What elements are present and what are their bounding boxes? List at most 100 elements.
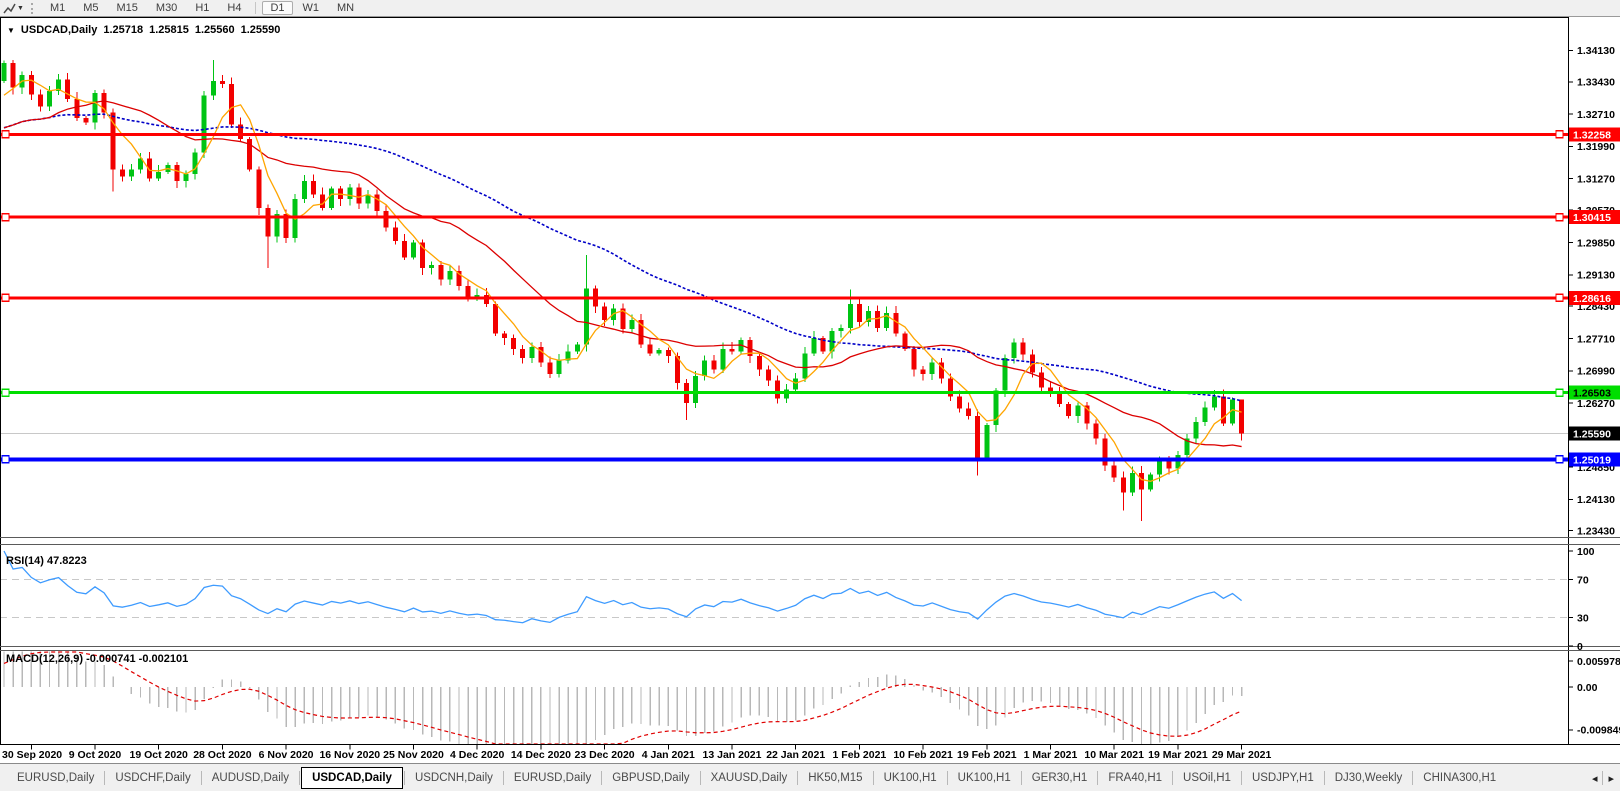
tab-divider (872, 770, 874, 785)
symbol-tab-eurusd-daily[interactable]: EURUSD,Daily (513, 771, 592, 784)
svg-text:0: 0 (1577, 641, 1583, 653)
symbol-tab-audusd-daily[interactable]: AUDUSD,Daily (211, 771, 290, 784)
toolbar-separator (255, 2, 257, 14)
svg-text:1.26990: 1.26990 (1577, 366, 1615, 378)
svg-text:16 Nov 2020: 16 Nov 2020 (319, 749, 380, 761)
symbol-tab-usdchf-daily[interactable]: USDCHF,Daily (115, 771, 191, 784)
svg-text:9 Oct 2020: 9 Oct 2020 (69, 749, 122, 761)
timeframe-h1-button[interactable]: H1 (187, 1, 217, 15)
quote-close: 1.25590 (240, 24, 281, 36)
svg-text:100: 100 (1577, 546, 1595, 558)
timeframe-m5-button[interactable]: M5 (75, 1, 106, 15)
symbol-tab-usdcad-daily[interactable]: USDCAD,Daily (301, 766, 403, 789)
timeframe-m30-button[interactable]: M30 (148, 1, 185, 15)
symbol-tabs: EURUSD,Daily USDCHF,Daily AUDUSD,Daily USDC… (0, 766, 1505, 789)
chart-title: ▼ USDCAD,Daily 1.25718 1.25815 1.25560 1… (7, 24, 280, 36)
symbol-tab-xauusd-daily[interactable]: XAUUSD,Daily (710, 771, 788, 784)
tabs-scroll-left-button[interactable]: ◂ (1591, 772, 1598, 785)
svg-text:22 Jan 2021: 22 Jan 2021 (766, 749, 825, 761)
symbol-tab-usdjpy-h1[interactable]: USDJPY,H1 (1251, 771, 1314, 784)
symbol-tab-ger30-h1[interactable]: GER30,H1 (1031, 771, 1088, 784)
svg-text:19 Oct 2020: 19 Oct 2020 (130, 749, 189, 761)
svg-text:13 Jan 2021: 13 Jan 2021 (703, 749, 762, 761)
svg-text:1.31990: 1.31990 (1577, 141, 1615, 153)
svg-text:0.00: 0.00 (1577, 682, 1598, 694)
toolbar-grip[interactable] (30, 2, 35, 14)
symbol-tab-eurusd-daily[interactable]: EURUSD,Daily (17, 771, 95, 784)
symbol-tab-hk50-m15[interactable]: HK50,M15 (808, 771, 863, 784)
tab-divider (1412, 770, 1414, 785)
symbol-tab-uk100-h1[interactable]: UK100,H1 (957, 771, 1011, 784)
tab-divider (601, 770, 603, 785)
crosshair-tool-icon[interactable] (3, 2, 16, 14)
macd-label: MACD(12,26,9) -0.000741 -0.002101 (6, 653, 189, 665)
timeframe-h4-button[interactable]: H4 (219, 1, 249, 15)
svg-text:1.32258: 1.32258 (1573, 129, 1611, 141)
dropdown-caret-icon[interactable]: ▼ (17, 4, 24, 12)
timeframe-m15-button[interactable]: M15 (109, 1, 146, 15)
tab-divider (200, 770, 202, 785)
symbol-tab-china300-h1[interactable]: CHINA300,H1 (1423, 771, 1497, 784)
symbol-tab-gbpusd-daily[interactable]: GBPUSD,Daily (612, 771, 690, 784)
svg-text:28 Oct 2020: 28 Oct 2020 (193, 749, 252, 761)
svg-text:4 Dec 2020: 4 Dec 2020 (450, 749, 504, 761)
price-chart-svg[interactable]: 1.341301.334301.327101.319901.312701.305… (0, 17, 1620, 763)
symbol-tab-uk100-h1[interactable]: UK100,H1 (883, 771, 937, 784)
tab-scroll-controls: ◂ ▸ (1587, 764, 1618, 791)
svg-text:1.31270: 1.31270 (1577, 174, 1615, 186)
timeframe-w1-button[interactable]: W1 (295, 1, 328, 15)
svg-text:1.26270: 1.26270 (1577, 398, 1615, 410)
svg-text:1.24130: 1.24130 (1577, 494, 1615, 506)
svg-text:1.32710: 1.32710 (1577, 109, 1615, 121)
svg-text:19 Feb 2021: 19 Feb 2021 (957, 749, 1017, 761)
svg-text:29 Mar 2021: 29 Mar 2021 (1212, 749, 1272, 761)
rsi-label: RSI(14) 47.8223 (6, 555, 87, 567)
svg-text:1.29130: 1.29130 (1577, 270, 1615, 282)
tab-divider (797, 770, 799, 785)
symbol-tab-fra40-h1[interactable]: FRA40,H1 (1108, 771, 1163, 784)
tab-divider (1020, 770, 1022, 785)
svg-text:6 Nov 2020: 6 Nov 2020 (259, 749, 314, 761)
svg-text:1.25590: 1.25590 (1573, 429, 1611, 441)
timeframe-toolbar: ▼ M1 M5 M15 M30 H1 H4 D1 W1 MN (0, 0, 1620, 17)
symbol-tab-usoil-h1[interactable]: USOil,H1 (1183, 771, 1231, 784)
symbol-tab-usdcnh-daily[interactable]: USDCNH,Daily (414, 771, 493, 784)
timeframe-d1-button[interactable]: D1 (262, 1, 293, 15)
tab-divider (1172, 770, 1174, 785)
tab-divider (946, 770, 948, 785)
tab-divider (104, 770, 106, 785)
svg-text:1.26503: 1.26503 (1573, 388, 1611, 400)
svg-text:1.29850: 1.29850 (1577, 237, 1615, 249)
tabs-scroll-right-button[interactable]: ▸ (1608, 772, 1614, 785)
tab-divider (1240, 770, 1242, 785)
svg-text:30: 30 (1577, 612, 1589, 624)
tab-divider (1602, 771, 1604, 785)
svg-text:1.28616: 1.28616 (1573, 293, 1611, 305)
tab-divider (1097, 770, 1099, 785)
svg-text:25 Nov 2020: 25 Nov 2020 (383, 749, 444, 761)
svg-text:1 Mar 2021: 1 Mar 2021 (1024, 749, 1078, 761)
svg-text:1.30415: 1.30415 (1573, 212, 1611, 224)
svg-text:4 Jan 2021: 4 Jan 2021 (642, 749, 695, 761)
svg-text:1.34130: 1.34130 (1577, 45, 1615, 57)
svg-text:10 Feb 2021: 10 Feb 2021 (893, 749, 953, 761)
svg-text:70: 70 (1577, 574, 1589, 586)
window-menu-icon[interactable]: ▼ (7, 25, 15, 35)
timeframe-m1-button[interactable]: M1 (42, 1, 73, 15)
svg-text:19 Mar 2021: 19 Mar 2021 (1148, 749, 1208, 761)
svg-text:23 Dec 2020: 23 Dec 2020 (575, 749, 635, 761)
svg-text:30 Sep 2020: 30 Sep 2020 (2, 749, 62, 761)
chart-symbol: USDCAD,Daily (20, 24, 98, 36)
svg-text:-0.009849: -0.009849 (1577, 725, 1620, 737)
svg-text:14 Dec 2020: 14 Dec 2020 (511, 749, 571, 761)
quote-high: 1.25815 (149, 24, 189, 36)
tab-divider (403, 770, 405, 785)
svg-text:0.005978: 0.005978 (1577, 656, 1620, 668)
tab-divider (699, 770, 701, 785)
svg-text:1.23430: 1.23430 (1577, 526, 1615, 538)
quote-open: 1.25718 (103, 24, 144, 36)
tab-divider (1323, 770, 1325, 785)
timeframe-mn-button[interactable]: MN (329, 1, 362, 15)
symbol-tab-dj30-weekly[interactable]: DJ30,Weekly (1334, 771, 1403, 784)
svg-text:10 Mar 2021: 10 Mar 2021 (1084, 749, 1144, 761)
